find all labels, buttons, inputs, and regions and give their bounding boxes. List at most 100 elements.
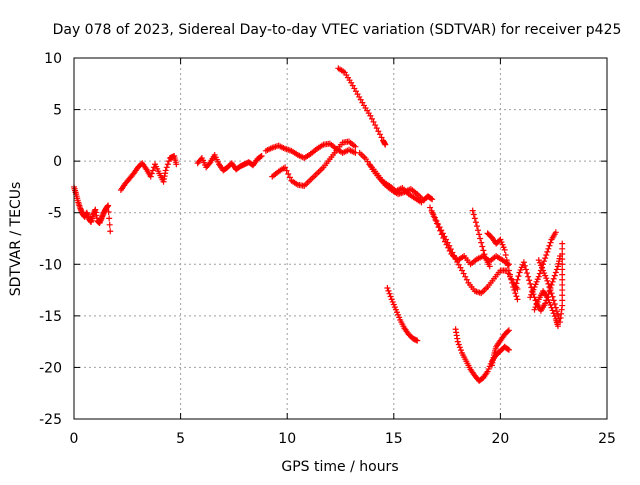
data-point [527,280,534,287]
data-point [106,221,113,228]
data-point [553,266,560,273]
data-point [459,267,466,274]
x-axis-label: GPS time / hours [281,459,398,475]
data-point [163,164,170,171]
data-point [206,160,213,167]
data-point [441,238,448,245]
data-point [543,252,550,259]
data-point [437,227,444,234]
data-point [546,283,553,290]
data-point [550,275,557,282]
data-point [513,280,520,287]
data-point [550,310,557,317]
data-point [367,112,374,119]
data-point [373,125,380,132]
data-point [559,281,566,288]
data-point [505,261,512,268]
data-point [478,239,485,246]
data-point [432,216,439,223]
data-point [550,297,557,304]
data-point [542,255,549,262]
plot-frame [73,57,608,420]
data-point [463,276,470,283]
y-tick-label: -20 [39,360,62,376]
data-point [438,231,445,238]
data-point [446,247,453,254]
data-point [503,257,510,264]
data-point [387,293,394,300]
data-point [469,207,476,214]
data-point [477,235,484,242]
data-points [71,65,566,384]
data-point [553,308,560,315]
data-point [551,272,558,279]
x-tick-label: 15 [385,431,403,447]
series-seg11 [469,207,493,270]
data-point [548,304,555,311]
x-tick-label: 20 [491,431,509,447]
data-point [283,167,290,174]
data-point [511,287,518,294]
data-point [504,346,511,353]
data-point [559,256,566,263]
data-point [481,251,488,258]
data-point [504,328,511,335]
data-point [368,115,375,122]
data-point [370,118,377,125]
data-point [476,231,483,238]
data-point [427,204,434,211]
series-seg14 [527,229,559,301]
x-tick-label: 25 [598,431,616,447]
data-point [515,273,522,280]
data-point [541,258,548,265]
data-point [505,346,512,353]
data-point [480,247,487,254]
data-point [443,241,450,248]
series-seg1 [71,183,114,235]
data-point [455,341,462,348]
data-point [258,152,265,159]
data-point [473,223,480,230]
data-point [472,219,479,226]
x-tick-label: 0 [70,431,79,447]
data-point [149,167,156,174]
data-point [460,270,467,277]
data-point [522,266,529,273]
data-point [551,313,558,320]
data-point [352,143,359,150]
data-point [382,141,389,148]
data-point [544,248,551,255]
data-point [559,250,566,257]
series-seg19 [488,327,512,369]
data-point [454,338,461,345]
data-point [549,307,556,314]
data-point [384,285,391,292]
data-point [559,297,566,304]
data-point [372,122,379,129]
data-point [512,290,519,297]
axis-ticks: 0 5 10 15 20 25 10 5 0 -5 -10 -15 -20 -25 [39,51,616,447]
data-point [164,161,171,168]
data-point [514,296,521,303]
data-point [165,158,172,165]
data-point [559,276,566,283]
data-point [105,208,112,215]
data-point [505,327,512,334]
data-point [520,259,527,266]
data-point [552,269,559,276]
data-point [559,240,566,247]
data-point [559,287,566,294]
data-point [545,245,552,252]
data-point [440,234,447,241]
data-point [162,167,169,174]
data-point [547,239,554,246]
data-point [375,128,382,135]
data-point [554,323,561,330]
x-tick-label: 5 [176,431,185,447]
data-point [147,173,154,180]
series-seg5 [269,138,359,189]
series-seg8 [367,162,425,206]
data-point [552,229,559,236]
data-point [385,287,392,294]
